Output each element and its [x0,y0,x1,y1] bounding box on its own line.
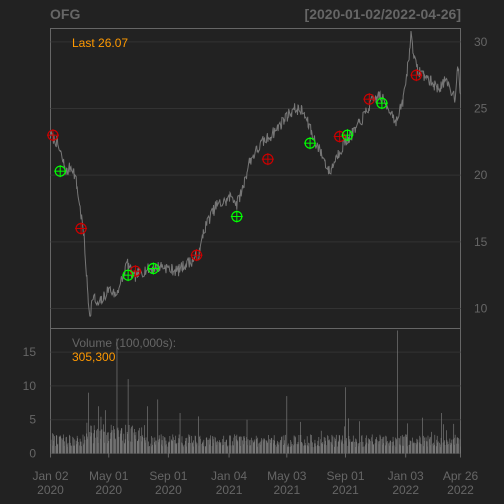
x-tick-month-label: May 03 [267,469,307,483]
x-tick-month-label: May 01 [89,469,129,483]
x-tick-year-label: 2020 [155,483,182,497]
volume-y-tick-label: 10 [23,379,37,393]
x-tick-month-label: Jan 03 [388,469,424,483]
sell-signal-markers [46,69,423,278]
x-tick-year-label: 2022 [392,483,419,497]
volume-last-value: 305,300 [72,350,116,364]
sell-signal-marker [333,130,346,143]
buy-signal-marker [122,269,135,282]
x-tick-year-label: 2021 [273,483,300,497]
volume-y-tick-label: 0 [29,447,36,461]
price-panel-frame [50,28,461,329]
chart-date-range: [2020-01-02/2022-04-26] [305,6,461,22]
buy-signal-marker [304,137,317,150]
volume-y-tick-label: 5 [29,413,36,427]
price-y-tick-label: 30 [474,35,488,49]
price-series-line [50,30,461,317]
volume-bars [50,330,461,454]
sell-signal-marker [261,153,274,166]
x-tick-year-label: 2020 [95,483,122,497]
x-tick-month-label: Sep 01 [326,469,364,483]
x-tick-year-label: 2022 [447,483,474,497]
x-tick-year-label: 2020 [37,483,64,497]
price-gridlines [50,41,461,309]
x-tick-month-label: Jan 04 [211,469,247,483]
x-tick-month-label: Jan 02 [32,469,68,483]
price-y-tick-label: 25 [474,102,488,116]
buy-signal-marker [147,262,160,275]
price-y-tick-label: 10 [474,302,488,316]
price-panel: 10 15 20 25 30 Last 26.07 [46,28,488,329]
chart-title: OFG [50,6,80,22]
x-tick-year-label: 2021 [332,483,359,497]
price-y-axis: 10 15 20 25 30 [474,35,488,316]
sell-signal-marker [410,69,423,82]
volume-panel: 0 5 10 15 Volume (100,000s): 305,300 [23,328,461,461]
buy-signal-marker [341,129,354,142]
price-y-tick-label: 15 [474,235,488,249]
price-y-tick-label: 20 [474,168,488,182]
x-tick-year-label: 2021 [216,483,243,497]
buy-signal-markers [54,97,388,282]
sell-signal-marker [363,93,376,106]
x-tick-month-label: Apr 26 [443,469,479,483]
volume-y-axis: 0 5 10 15 [23,345,37,460]
x-tick-month-label: Sep 01 [149,469,187,483]
sell-signal-marker [75,222,88,235]
volume-title: Volume (100,000s): [72,336,176,350]
buy-signal-marker [54,165,67,178]
sell-signal-marker [46,129,59,142]
last-price-label: Last 26.07 [72,36,128,50]
buy-signal-marker [375,97,388,110]
volume-y-tick-label: 15 [23,345,37,359]
sell-signal-marker [190,249,203,262]
buy-signal-marker [230,210,243,223]
